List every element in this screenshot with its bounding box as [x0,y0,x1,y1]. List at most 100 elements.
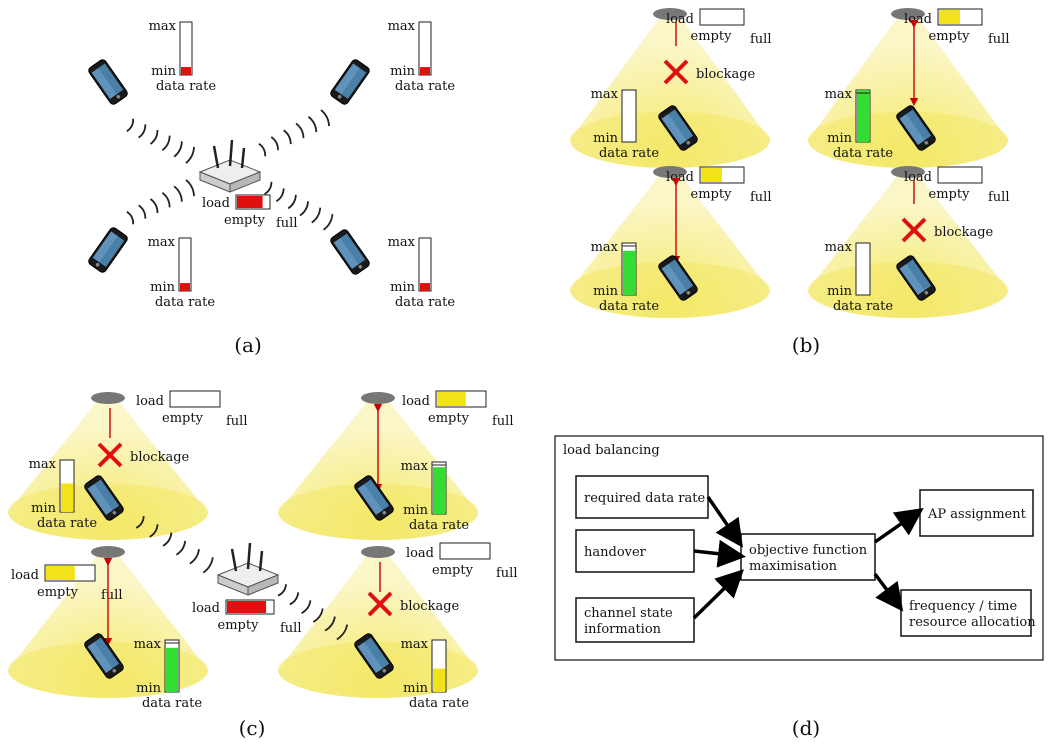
rate-bar-fill [420,283,430,291]
wave-arc [289,592,300,606]
input-box-1: handover [575,529,695,573]
min-label: min [403,681,428,696]
full-label: full [276,216,298,231]
full-label: full [492,414,514,429]
phone-glare [357,642,383,673]
load-bar-fill [227,601,267,613]
data-rate-label: data rate [395,295,455,310]
max-label: max [591,240,619,255]
ap-load-bar-b-2: load empty full [666,166,772,205]
lamp-icon [891,166,925,178]
lamp-icon [653,8,687,20]
flow-arrow [706,496,743,548]
phone-icon [88,227,128,273]
wave-arc [258,143,267,157]
data-rate-label: data rate [833,299,893,314]
wave-arc [202,557,214,574]
blockage-label: blockage [934,225,994,240]
load-bar-frame [699,8,745,26]
wave-arc [295,122,305,139]
load-bar-fill [46,566,75,580]
load-label: load [402,394,430,409]
max-label: max [388,19,416,34]
blockage-cross-icon [901,217,927,243]
min-label: min [827,284,852,299]
full-label: full [750,32,772,47]
wave-arc [277,584,287,597]
router-load-bar-c: load empty full [192,599,302,636]
input-box-0: required data rate [575,475,709,519]
load-bar-fill [237,196,263,208]
ap-load-bar-b-3: load empty full [904,166,1010,205]
phone-glare [357,484,383,515]
wave-arc [323,214,334,231]
lamp-icon [91,392,125,404]
min-label: min [150,280,175,295]
max-label: max [401,637,429,652]
phone-icon [896,105,936,151]
rate-bar-fill [433,668,445,692]
phone-glare [87,642,113,673]
blockage-cross-icon [367,591,393,617]
phone-icon [84,475,124,521]
wave-arc [307,116,318,133]
flow-arrow [692,569,745,620]
cross-stroke [97,442,123,468]
rate-bar-frame [855,242,871,296]
output-box-0: AP assignment [919,489,1034,537]
min-label: min [593,131,618,146]
load-bar-fill [939,10,960,24]
box-frame [575,597,695,643]
router-side-right [229,171,261,193]
blockage-label: blockage [130,450,190,465]
ap-load-bar-b-0: load empty full [666,8,772,47]
phone-glare [87,484,113,515]
wave-arc [299,201,309,217]
load-label: load [202,196,230,211]
rate-bar-frame [621,89,637,143]
cross-stroke [367,591,393,617]
router-side-right [247,574,279,596]
wave-arc [138,204,147,219]
blockage-label: blockage [400,599,460,614]
caption-b: (b) [792,333,820,357]
wave-arc [185,146,195,164]
min-label: min [390,64,415,79]
router-antenna [212,145,220,169]
signal-waves [126,179,195,225]
wave-arc [175,540,187,556]
lamp-icon [891,8,925,20]
lamp-icon [653,166,687,178]
phone-icon [658,255,698,301]
box-text: maximisation [749,559,838,574]
load-label: load [904,170,932,185]
box-text: resource allocation [909,615,1036,630]
wave-arc [283,129,292,145]
load-label: load [406,546,434,561]
max-label: max [134,637,162,652]
min-label: min [827,131,852,146]
box-frame [919,489,1034,537]
wave-arc [264,181,273,195]
wave-arc [311,207,322,224]
phone-glare [334,63,360,95]
phone-glare [899,264,925,295]
data-rate-label: data rate [409,696,469,711]
empty-label: empty [428,411,470,426]
load-label: load [192,601,220,616]
phone-icon [354,475,394,521]
router-antenna [240,147,246,169]
cross-stroke [663,59,689,85]
load-label: load [904,12,932,27]
max-label: max [825,87,853,102]
data-rate-label: data rate [409,518,469,533]
load-bar-fill [437,392,466,406]
wave-arc [185,179,195,197]
wave-arc [320,109,330,127]
